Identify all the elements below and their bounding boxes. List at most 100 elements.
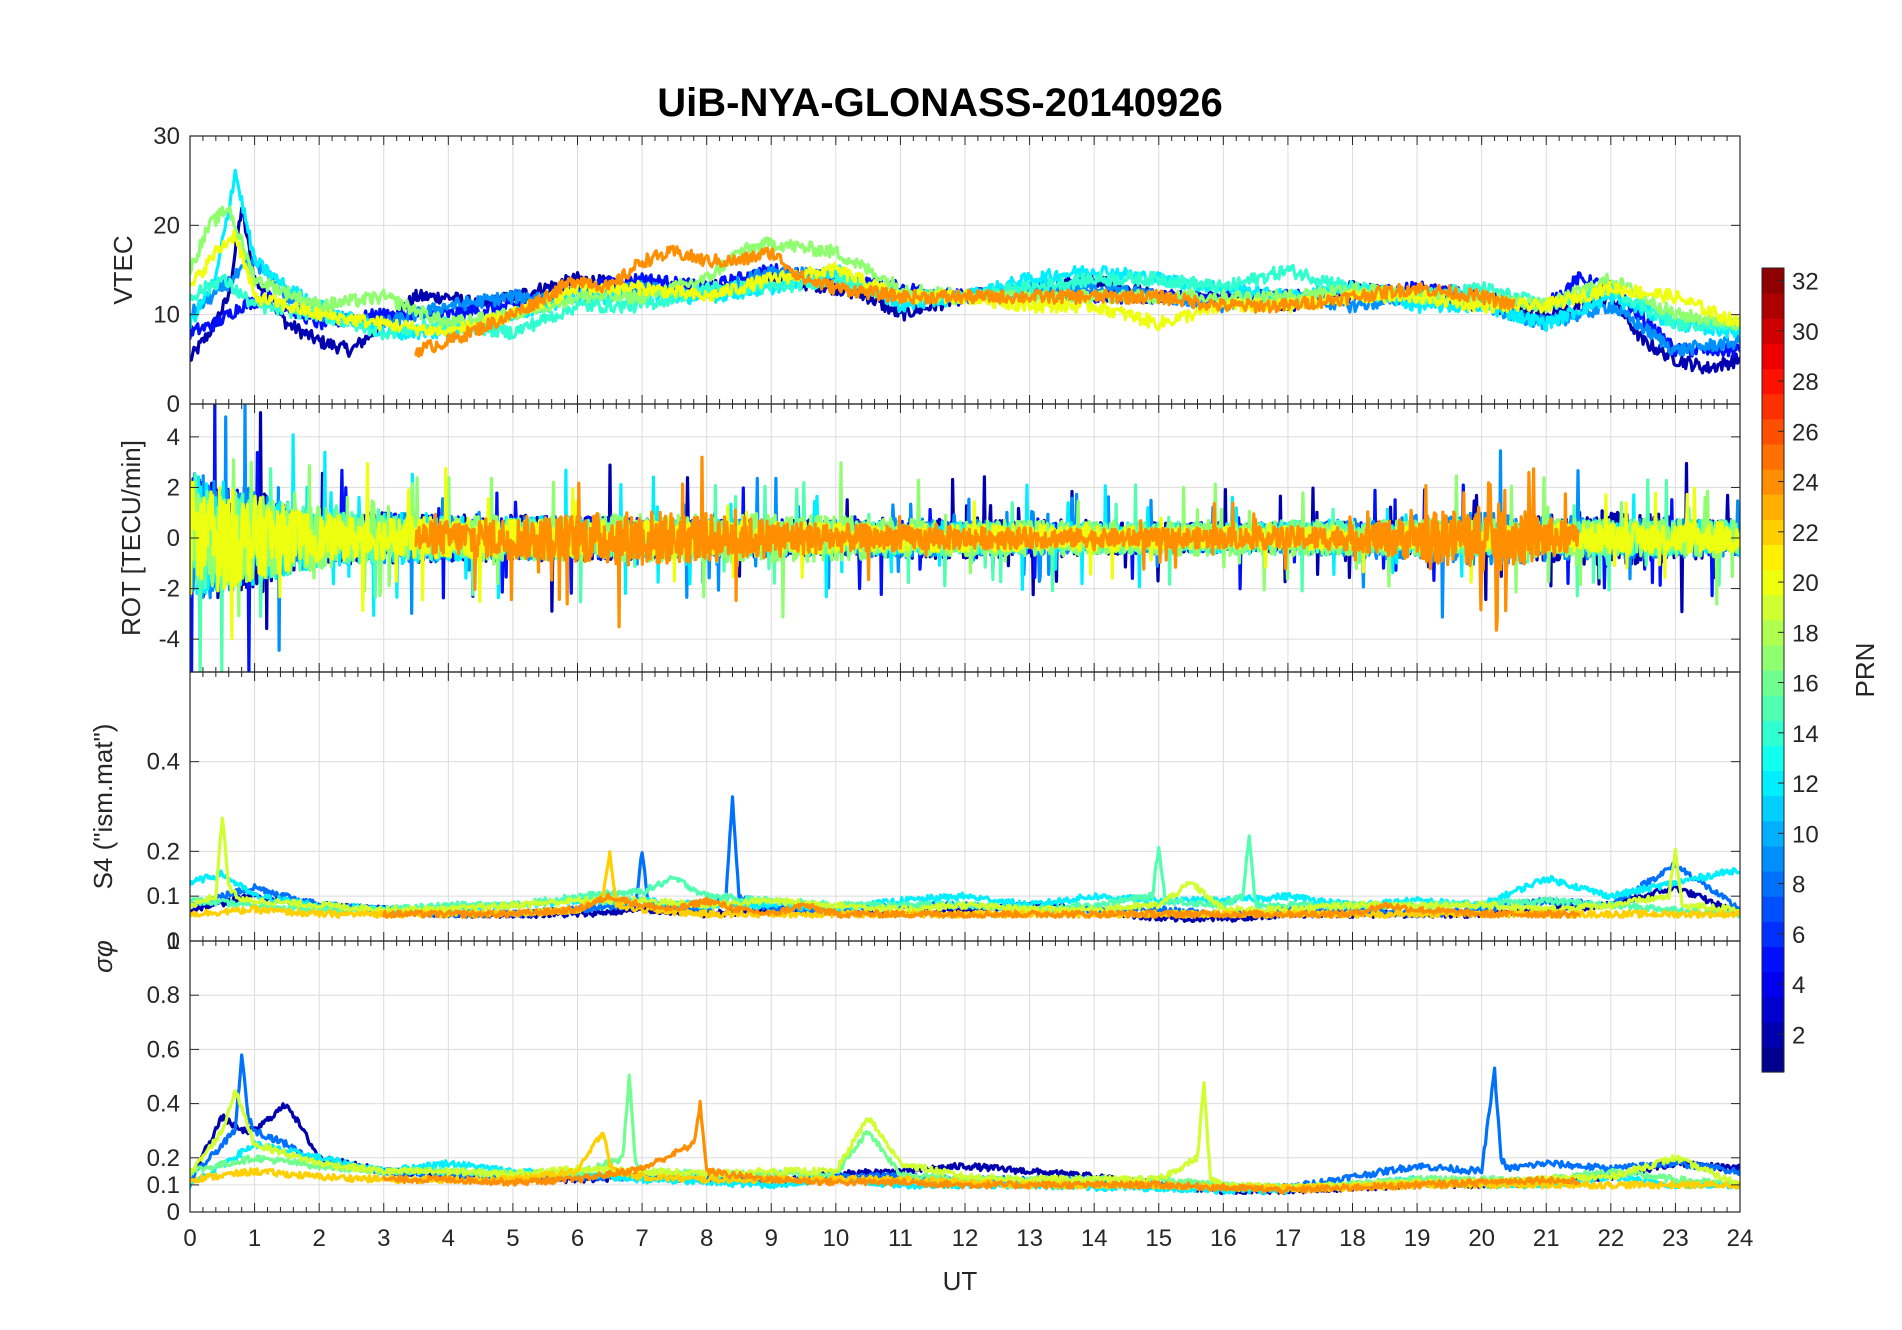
y-axis-label: σφ	[88, 940, 118, 973]
x-tick-label: 23	[1662, 1225, 1689, 1252]
y-tick-label: 0	[167, 1199, 180, 1226]
colorbar-tick-label: 18	[1792, 620, 1819, 647]
panel-rot: -4 -2 0 2 4 ROT [TECU/min]	[116, 403, 1741, 673]
traces-rot	[190, 404, 1740, 672]
colorbar-tick-label: 4	[1792, 972, 1805, 999]
colorbar-segment	[1762, 644, 1784, 671]
x-tick-label: 24	[1727, 1225, 1754, 1252]
colorbar-tick-label: 24	[1792, 470, 1819, 497]
x-tick-label: 20	[1468, 1225, 1495, 1252]
colorbar-segment	[1762, 519, 1784, 545]
x-tick-label: 2	[312, 1225, 325, 1252]
y-tick-label: 0.4	[147, 749, 180, 776]
colorbar-segment	[1762, 896, 1784, 922]
colorbar-segment	[1762, 720, 1784, 746]
colorbar-segment	[1762, 418, 1784, 445]
x-tick-label: 14	[1081, 1225, 1108, 1252]
colorbar-segment	[1762, 820, 1784, 847]
colorbar-segment	[1762, 393, 1784, 420]
colorbar-segment	[1762, 745, 1784, 772]
y-tick-label: 0.2	[147, 1145, 180, 1172]
y-tick-label: 4	[167, 424, 180, 451]
x-tick-label: 16	[1210, 1225, 1237, 1252]
x-tick-label: 0	[183, 1225, 196, 1252]
x-tick-label: 17	[1275, 1225, 1302, 1252]
x-axis-label: UT	[943, 1266, 978, 1296]
y-axis-label: VTEC	[108, 235, 138, 304]
colorbar-segment	[1762, 946, 1784, 973]
x-tick-label: 6	[571, 1225, 584, 1252]
x-tick-label: 21	[1533, 1225, 1560, 1252]
x-tick-label: 12	[952, 1225, 979, 1252]
colorbar-segment	[1762, 469, 1784, 495]
x-tick-label: 18	[1339, 1225, 1366, 1252]
colorbar-segment	[1762, 921, 1784, 947]
y-tick-label: 0.6	[147, 1036, 180, 1063]
colorbar-segment	[1762, 368, 1784, 395]
colorbar-segment	[1762, 770, 1784, 797]
colorbar-tick-label: 8	[1792, 872, 1805, 899]
trace-prn-20	[190, 229, 1740, 340]
colorbar-segment	[1762, 443, 1784, 470]
y-tick-label: 0.4	[147, 1091, 180, 1118]
colorbar-segment	[1762, 670, 1784, 696]
colorbar-frame	[1761, 267, 1785, 1073]
colorbar-segment	[1762, 971, 1784, 998]
colorbar-tick-label: 28	[1792, 369, 1819, 396]
colorbar-segment	[1762, 318, 1784, 344]
chart-title: UiB-NYA-GLONASS-20140926	[657, 81, 1222, 125]
y-tick-label: 0	[167, 928, 180, 955]
colorbar-segment	[1762, 695, 1784, 721]
y-tick-label: -2	[159, 576, 180, 603]
y-tick-label: 30	[153, 123, 180, 150]
y-tick-label: 0.8	[147, 982, 180, 1009]
y-tick-label: 10	[153, 302, 180, 329]
colorbar-segment	[1762, 1021, 1784, 1048]
colorbar-segment	[1762, 871, 1784, 897]
x-tick-label: 5	[506, 1225, 519, 1252]
x-tick-label: 1	[248, 1225, 261, 1252]
colorbar-segment	[1762, 343, 1784, 370]
trace-prn-24	[414, 455, 1580, 632]
y-axis-label: S4 ("ism.mat")	[88, 724, 118, 890]
panel-vtec: 0 10 20 30 VTEC	[108, 123, 1741, 418]
colorbar-label: PRN	[1850, 643, 1880, 698]
colorbar-segment	[1762, 996, 1784, 1023]
colorbar-segment	[1762, 594, 1784, 621]
colorbar-tick-label: 12	[1792, 771, 1819, 798]
trace-prn-22	[190, 850, 1740, 919]
x-tick-label: 19	[1404, 1225, 1431, 1252]
x-tick-label: 22	[1597, 1225, 1624, 1252]
colorbar-segment	[1762, 795, 1784, 822]
trace-prn-24	[382, 1099, 1581, 1195]
colorbar-segment	[1762, 268, 1784, 294]
y-tick-label: 2	[167, 474, 180, 501]
colorbar-tick-label: 30	[1792, 319, 1819, 346]
colorbar-segment	[1762, 293, 1784, 319]
x-tick-label: 9	[765, 1225, 778, 1252]
traces-vtec	[190, 168, 1740, 375]
colorbar-tick-label: 6	[1792, 922, 1805, 949]
colorbar-segment	[1762, 845, 1784, 872]
trace-prn-19	[190, 816, 1740, 915]
colorbar-segment	[1762, 569, 1784, 596]
colorbar-tick-label: 2	[1792, 1022, 1805, 1049]
traces-sigma	[190, 1053, 1740, 1196]
colorbar-segment	[1762, 1046, 1784, 1073]
y-tick-label: 20	[153, 212, 180, 239]
colorbar-tick-label: 20	[1792, 570, 1819, 597]
colorbar-segment	[1762, 619, 1784, 646]
colorbar-tick-label: 14	[1792, 721, 1819, 748]
colorbar-segment	[1762, 544, 1784, 571]
y-tick-label: 0.2	[147, 838, 180, 865]
colorbar-tick-label: 32	[1792, 269, 1819, 296]
x-tick-label: 11	[888, 1225, 913, 1252]
y-tick-label: 0	[167, 391, 180, 418]
y-tick-label: 1	[167, 928, 180, 955]
y-tick-label: -4	[159, 626, 180, 653]
colorbar-tick-label: 22	[1792, 520, 1819, 547]
